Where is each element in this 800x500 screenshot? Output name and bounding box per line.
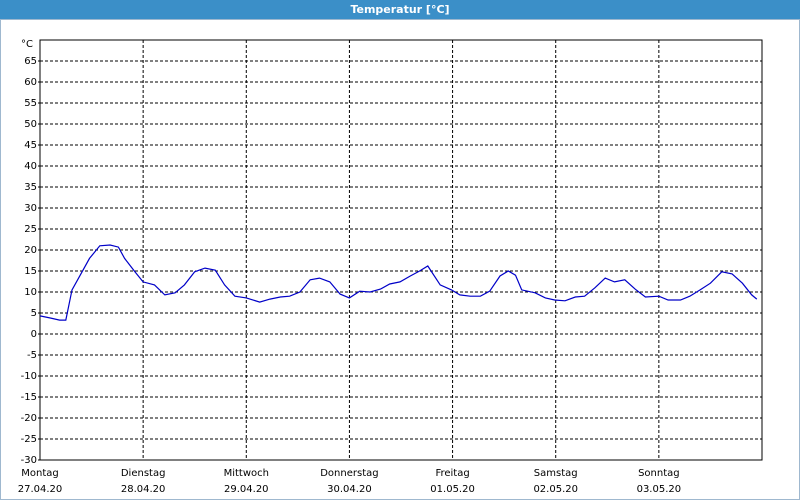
x-tick-date: 03.05.20: [637, 484, 682, 495]
x-tick-date: 01.05.20: [430, 484, 475, 495]
x-tick-date: 30.04.20: [327, 484, 372, 495]
x-tick-date: 28.04.20: [121, 484, 166, 495]
x-tick-label: Freitag: [435, 468, 469, 479]
y-tick-label: 20: [24, 245, 37, 256]
y-tick-label: 35: [24, 182, 37, 193]
x-tick-label: Sonntag: [638, 468, 680, 479]
x-tick-label: Dienstag: [121, 468, 166, 479]
y-tick-label: 65: [24, 56, 37, 67]
y-tick-label: 60: [24, 77, 37, 88]
y-tick-label: -5: [27, 350, 37, 361]
y-tick-label: -25: [21, 434, 37, 445]
x-tick-date: 27.04.20: [18, 484, 63, 495]
chart-title: Temperatur [°C]: [350, 3, 450, 16]
line: [39, 244, 758, 321]
y-tick-label: 10: [24, 287, 37, 298]
y-tick-label: 45: [24, 140, 37, 151]
x-tick-label: Donnerstag: [320, 468, 378, 479]
x-tick-label: Mittwoch: [224, 468, 269, 479]
title-bar: Temperatur [°C]: [0, 0, 800, 19]
y-tick-label: 40: [24, 161, 37, 172]
y-tick-label: 5: [31, 308, 37, 319]
y-tick-label: 50: [24, 119, 37, 130]
x-tick-label: Samstag: [534, 468, 578, 479]
x-tick-date: 02.05.20: [533, 484, 578, 495]
x-tick-date: 29.04.20: [224, 484, 269, 495]
y-tick-label: 15: [24, 266, 37, 277]
y-tick-label: 0: [31, 329, 37, 340]
y-tick-label: -15: [21, 392, 37, 403]
y-tick-label: 30: [24, 203, 37, 214]
chart: °C -30 -25 -20 -15 -10 -5 0 5 10 15 20 25 30 35 40 45 50…: [0, 19, 800, 500]
y-tick-label: -20: [21, 413, 37, 424]
y-tick-label: 25: [24, 224, 37, 235]
x-tick-label: Montag: [21, 468, 58, 479]
y-tick-label: -10: [21, 371, 37, 382]
y-axis-label: °C: [21, 39, 33, 50]
y-tick-label: -30: [21, 455, 37, 466]
y-tick-label: 55: [24, 98, 37, 109]
